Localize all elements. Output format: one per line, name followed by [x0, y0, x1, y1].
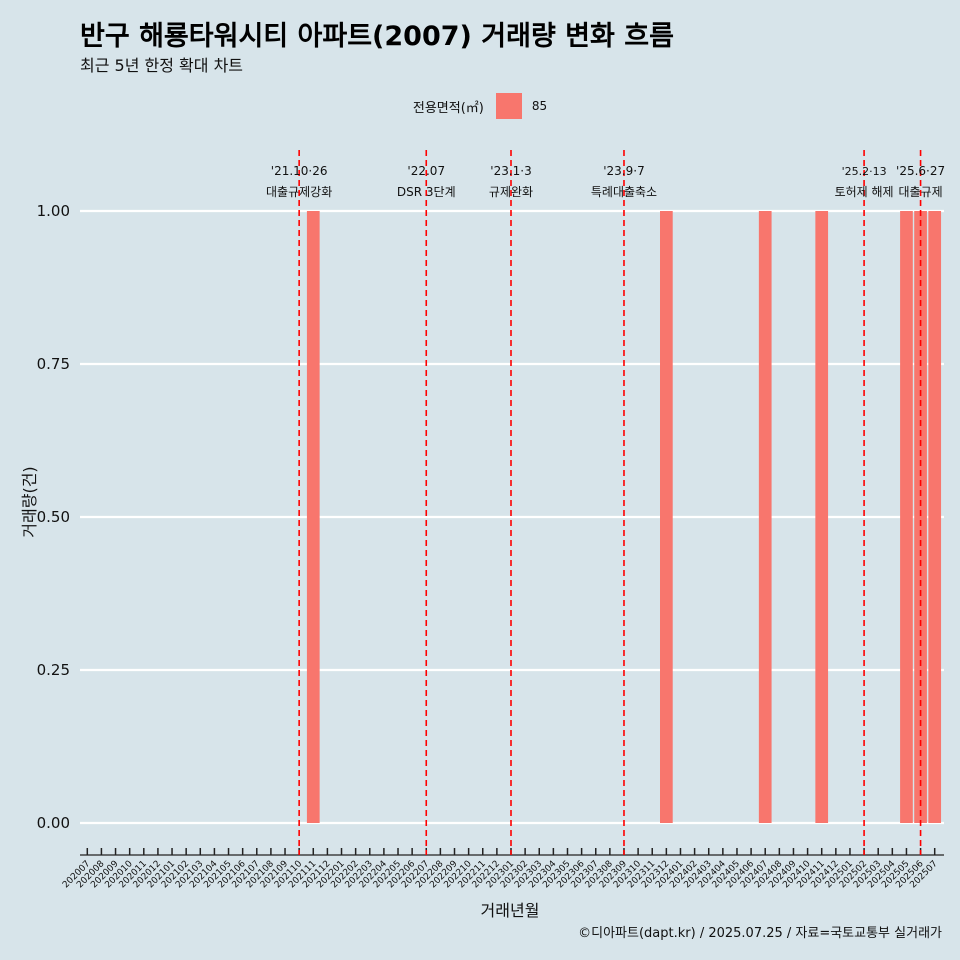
event-label-202110: 대출규제강화	[266, 185, 332, 199]
y-tick-label: 0.00	[37, 814, 70, 832]
bar-202506	[914, 211, 927, 823]
event-date-202110: '21.10·26	[271, 164, 328, 178]
bar-202411	[815, 211, 829, 823]
legend: 전용면적(㎡) 85	[0, 93, 960, 119]
bar-202505	[900, 211, 913, 823]
event-date-202301: '23.1·3	[490, 164, 531, 178]
y-tick-label: 0.25	[37, 661, 70, 679]
legend-label-85: 85	[531, 99, 548, 113]
event-date-202309: '23.9·7	[603, 164, 644, 178]
event-date-202502: '25.2·13	[842, 165, 887, 178]
y-tick-label: 1.00	[37, 202, 70, 220]
legend-key-85	[495, 93, 522, 119]
event-label-202301: 규제완화	[489, 185, 533, 199]
event-date-202207: '22.07	[407, 164, 445, 178]
y-tick-label: 0.50	[37, 508, 70, 526]
event-label-202207: DSR 3단계	[397, 185, 456, 199]
event-label-202309: 특례대출축소	[591, 185, 657, 199]
event-date-202506: '25.6·27	[896, 164, 945, 178]
source-caption: ©디아파트(dapt.kr) / 2025.07.25 / 자료=국토교통부 실…	[578, 926, 942, 941]
x-axis-label: 거래년월	[480, 901, 540, 920]
event-label-202506: 대출규제	[898, 185, 942, 199]
legend-title: 전용면적(㎡)	[412, 100, 484, 116]
event-label-202502: 토허제 해제	[835, 185, 894, 199]
bar-202111	[306, 211, 320, 823]
y-tick-label: 0.75	[37, 355, 70, 373]
bar-202407	[758, 211, 772, 823]
bar-202312	[660, 211, 673, 823]
chart-title: 반구 해룡타워시티 아파트(2007) 거래량 변화 흐름	[80, 21, 674, 52]
bar-202507	[928, 211, 942, 823]
chart-subtitle: 최근 5년 한정 확대 차트	[80, 56, 244, 75]
